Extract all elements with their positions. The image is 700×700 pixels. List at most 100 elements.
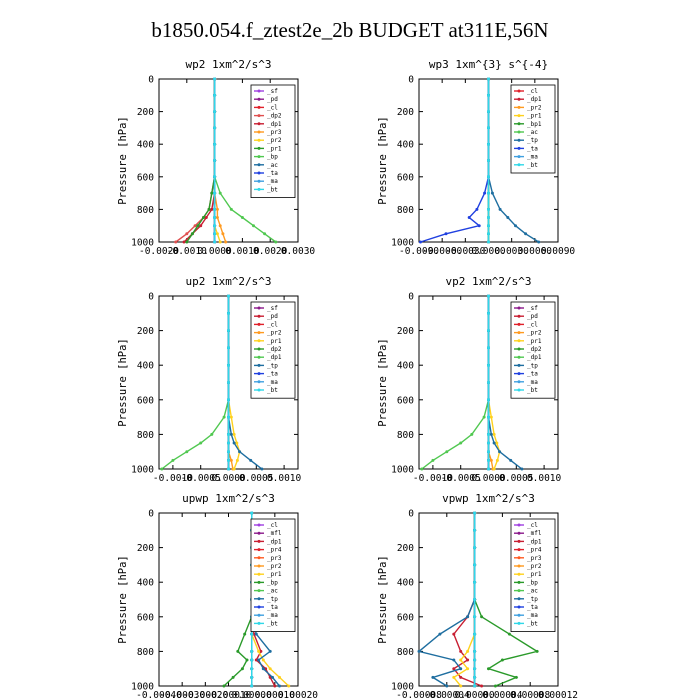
x-tick-label: 0.0000 [197,246,232,257]
y-tick-label: 400 [137,361,154,372]
data-point [473,580,477,584]
plot-frame [158,78,299,243]
data-point [213,216,217,219]
legend-marker [517,138,521,142]
y-tick-label: 800 [137,647,154,658]
legend-marker [517,122,521,126]
data-point [236,649,240,653]
x-tick-label: 0.0030 [281,246,316,257]
data-point [232,441,236,445]
legend-label: _cl [527,88,538,95]
data-point [207,207,211,211]
legend-marker [257,89,261,93]
data-point [459,649,463,653]
panel-title: wp2 1xm^2/s^3 [185,58,271,71]
legend-marker [257,146,261,150]
data-point [489,415,493,419]
data-point [185,232,189,236]
legend-marker [517,605,521,609]
data-point [473,667,477,671]
data-point [213,232,217,236]
legend-label: _pr1 [267,145,282,152]
legend-label: _ma [527,612,538,619]
y-tick-label: 0 [148,292,154,303]
data-point [487,329,490,333]
data-point [185,240,189,244]
y-tick-label: 400 [397,140,414,151]
x-tick-label: 0.00000 [455,690,495,700]
data-point [250,632,254,636]
legend-label: _ma [267,178,278,185]
legend-marker [257,130,261,134]
data-point [229,207,233,211]
data-point [257,658,261,662]
data-point [261,667,265,671]
legend-marker [257,339,261,343]
legend-marker [517,388,521,392]
data-point [444,232,448,236]
data-point [431,458,435,462]
data-point [445,450,449,454]
legend-marker [257,572,261,576]
x-tick-label: -0.00010 [206,690,252,700]
data-point [487,224,490,228]
legend-label: _mfl [527,530,542,537]
y-tick-label: 400 [397,361,414,372]
data-point [487,346,490,350]
y-tick-label: 1000 [391,465,414,476]
legend-marker [257,97,261,101]
data-point [459,675,463,679]
data-point [174,240,178,244]
y-axis-label: Pressure [hPa] [377,116,389,205]
data-point [487,175,490,179]
x-tick-label: 0.0030 [495,246,530,257]
series-line-dp1 [161,296,230,470]
y-axis-label: Pressure [hPa] [377,338,389,427]
legend-label: _pr3 [267,129,282,136]
legend-label: _bp1 [527,121,542,128]
legend-marker [257,556,261,560]
data-point [273,684,277,688]
data-point [227,398,230,402]
data-point [487,191,490,195]
panel-title: up2 1xm^2/s^3 [185,275,271,288]
legend-marker [257,155,261,159]
legend-label: _pr4 [527,547,542,554]
y-tick-label: 1000 [131,682,154,693]
data-point [235,458,239,462]
data-point [459,658,463,662]
data-point [227,450,230,454]
legend-marker [517,97,521,101]
data-point [490,191,494,195]
data-point [487,240,490,244]
data-point [487,232,490,236]
data-point [475,207,479,211]
legend-label: _bt [527,620,538,627]
legend-label: _cl [267,321,278,328]
legend-marker [257,548,261,552]
data-point [487,450,490,454]
data-point [459,441,463,445]
x-tick-label: -0.00040 [136,690,182,700]
data-point [487,294,490,298]
y-tick-label: 200 [137,107,154,118]
legend-label: _mfl [267,530,282,537]
legend-marker [517,339,521,343]
data-point [498,450,502,454]
y-tick-label: 600 [397,172,414,183]
data-point [506,216,510,219]
legend-marker [517,363,521,367]
panel-title: upwp 1xm^2/s^3 [182,492,275,505]
data-point [473,598,477,601]
legend-label: _tp [527,137,538,144]
legend: _cl_dp1_pr2 _pr1_bp1_ac_tp_ta _ma_bt [510,84,556,174]
legend-marker [517,556,521,560]
data-point [196,224,200,228]
legend-box [250,518,296,632]
legend-label: _ta [267,371,278,378]
legend-label: _pr2 [527,104,542,111]
figure-title: b1850.054.f_ztest2e_2b BUDGET at311E,56N [151,18,549,42]
data-point [227,441,230,445]
legend-marker [257,380,261,384]
legend-label: _bt [267,186,278,193]
